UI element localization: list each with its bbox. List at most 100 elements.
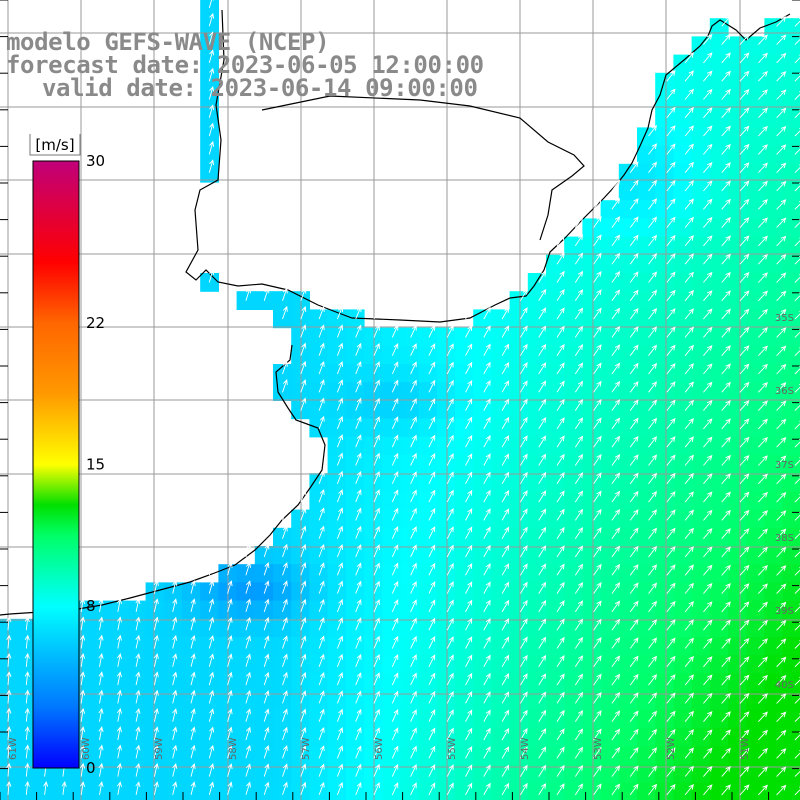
wind-arrow xyxy=(373,470,380,484)
wind-arrow xyxy=(355,690,362,704)
wind-arrow xyxy=(538,728,547,741)
wind-arrow xyxy=(629,271,639,283)
wind-arrow xyxy=(776,254,787,265)
wind-speed-cell xyxy=(327,673,347,693)
wind-speed-cell xyxy=(345,546,365,565)
wind-arrow xyxy=(684,106,694,119)
wind-arrow xyxy=(501,764,510,777)
wind-arrow xyxy=(428,544,436,558)
wind-speed-cell xyxy=(600,637,620,656)
wind-arrow xyxy=(574,728,584,741)
wind-arrow xyxy=(684,637,694,649)
wind-speed-cell xyxy=(400,418,420,438)
wind-speed-cell xyxy=(655,491,674,511)
wind-speed-cell xyxy=(691,273,711,292)
wind-speed-cell xyxy=(455,436,474,456)
wind-arrow xyxy=(446,507,454,521)
wind-arrow xyxy=(757,180,768,192)
wind-speed-cell xyxy=(691,127,711,147)
wind-speed-cell xyxy=(637,709,656,729)
wind-arrow xyxy=(501,746,510,759)
wind-arrow xyxy=(336,781,344,796)
wind-speed-cell xyxy=(764,18,784,37)
wind-arrow xyxy=(428,398,436,411)
wind-arrow xyxy=(318,507,325,521)
wind-arrow xyxy=(208,31,215,45)
wind-arrow xyxy=(629,747,639,759)
wind-arrow xyxy=(116,652,122,667)
wind-arrow xyxy=(116,762,122,777)
wind-arrow xyxy=(593,216,602,228)
wind-speed-cell xyxy=(254,709,274,729)
wind-arrow xyxy=(245,543,251,558)
wind-arrow xyxy=(410,544,417,558)
wind-arrow xyxy=(739,692,750,704)
wind-speed-cell xyxy=(509,746,529,765)
wind-arrow xyxy=(61,780,67,795)
wind-speed-cell xyxy=(673,764,693,784)
wind-speed-cell xyxy=(782,109,800,128)
wind-arrow xyxy=(263,598,270,613)
wind-arrow xyxy=(428,599,436,613)
wind-speed-cell xyxy=(746,728,765,747)
wind-arrow xyxy=(318,470,325,484)
wind-arrow xyxy=(153,689,159,704)
wind-speed-cell xyxy=(491,527,511,547)
wind-speed-cell xyxy=(546,728,565,747)
wind-speed-cell xyxy=(618,600,638,620)
wind-arrow xyxy=(373,525,380,539)
wind-arrow xyxy=(739,381,750,393)
wind-speed-cell xyxy=(455,546,474,565)
wind-arrow xyxy=(538,783,547,796)
wind-speed-cell xyxy=(746,200,765,219)
wind-arrow xyxy=(428,507,436,521)
wind-arrow xyxy=(135,598,141,612)
wind-speed-cell xyxy=(582,691,602,711)
wind-arrow xyxy=(208,269,215,283)
wind-arrow xyxy=(703,601,713,613)
wind-arrow xyxy=(355,598,362,613)
wind-arrow xyxy=(245,690,251,704)
wind-speed-cell xyxy=(637,527,656,547)
wind-speed-cell xyxy=(491,655,511,674)
wind-arrow xyxy=(300,617,307,631)
wind-arrow xyxy=(300,287,307,301)
wind-speed-cell xyxy=(54,764,74,784)
wind-arrow xyxy=(520,673,528,686)
wind-speed-cell xyxy=(655,163,674,183)
wind-arrow xyxy=(483,453,491,466)
wind-speed-cell xyxy=(782,618,800,638)
wind-speed-cell xyxy=(691,145,711,165)
wind-arrow xyxy=(684,143,694,155)
wind-speed-cell xyxy=(91,637,110,656)
wind-speed-cell xyxy=(182,782,201,800)
longitude-label: 56W xyxy=(374,737,385,760)
wind-speed-cell xyxy=(18,728,37,747)
wind-speed-cell xyxy=(746,400,765,420)
wind-speed-cell xyxy=(382,364,401,383)
wind-arrow xyxy=(355,745,362,759)
wind-arrow xyxy=(538,508,547,521)
wind-speed-cell xyxy=(473,345,492,365)
wind-speed-cell xyxy=(764,127,784,147)
wind-speed-cell xyxy=(709,72,729,92)
wind-arrow xyxy=(355,379,362,393)
wind-arrow xyxy=(776,162,787,174)
wind-speed-cell xyxy=(655,582,674,602)
wind-arrow xyxy=(611,691,621,704)
wind-speed-cell xyxy=(764,473,784,492)
wind-speed-cell xyxy=(691,655,711,674)
wind-speed-cell xyxy=(764,327,784,347)
wind-speed-cell xyxy=(728,473,747,492)
wind-speed-cell xyxy=(673,327,693,347)
wind-arrow xyxy=(465,691,473,704)
wind-arrow xyxy=(629,161,639,173)
wind-arrow xyxy=(721,601,731,613)
colorbar-unit-bracket xyxy=(29,134,81,156)
wind-speed-cell xyxy=(728,218,747,238)
wind-arrow xyxy=(483,782,491,796)
wind-speed-cell xyxy=(691,564,711,583)
wind-arrow xyxy=(611,289,621,302)
wind-arrow xyxy=(520,490,528,503)
wind-speed-cell xyxy=(709,527,729,547)
